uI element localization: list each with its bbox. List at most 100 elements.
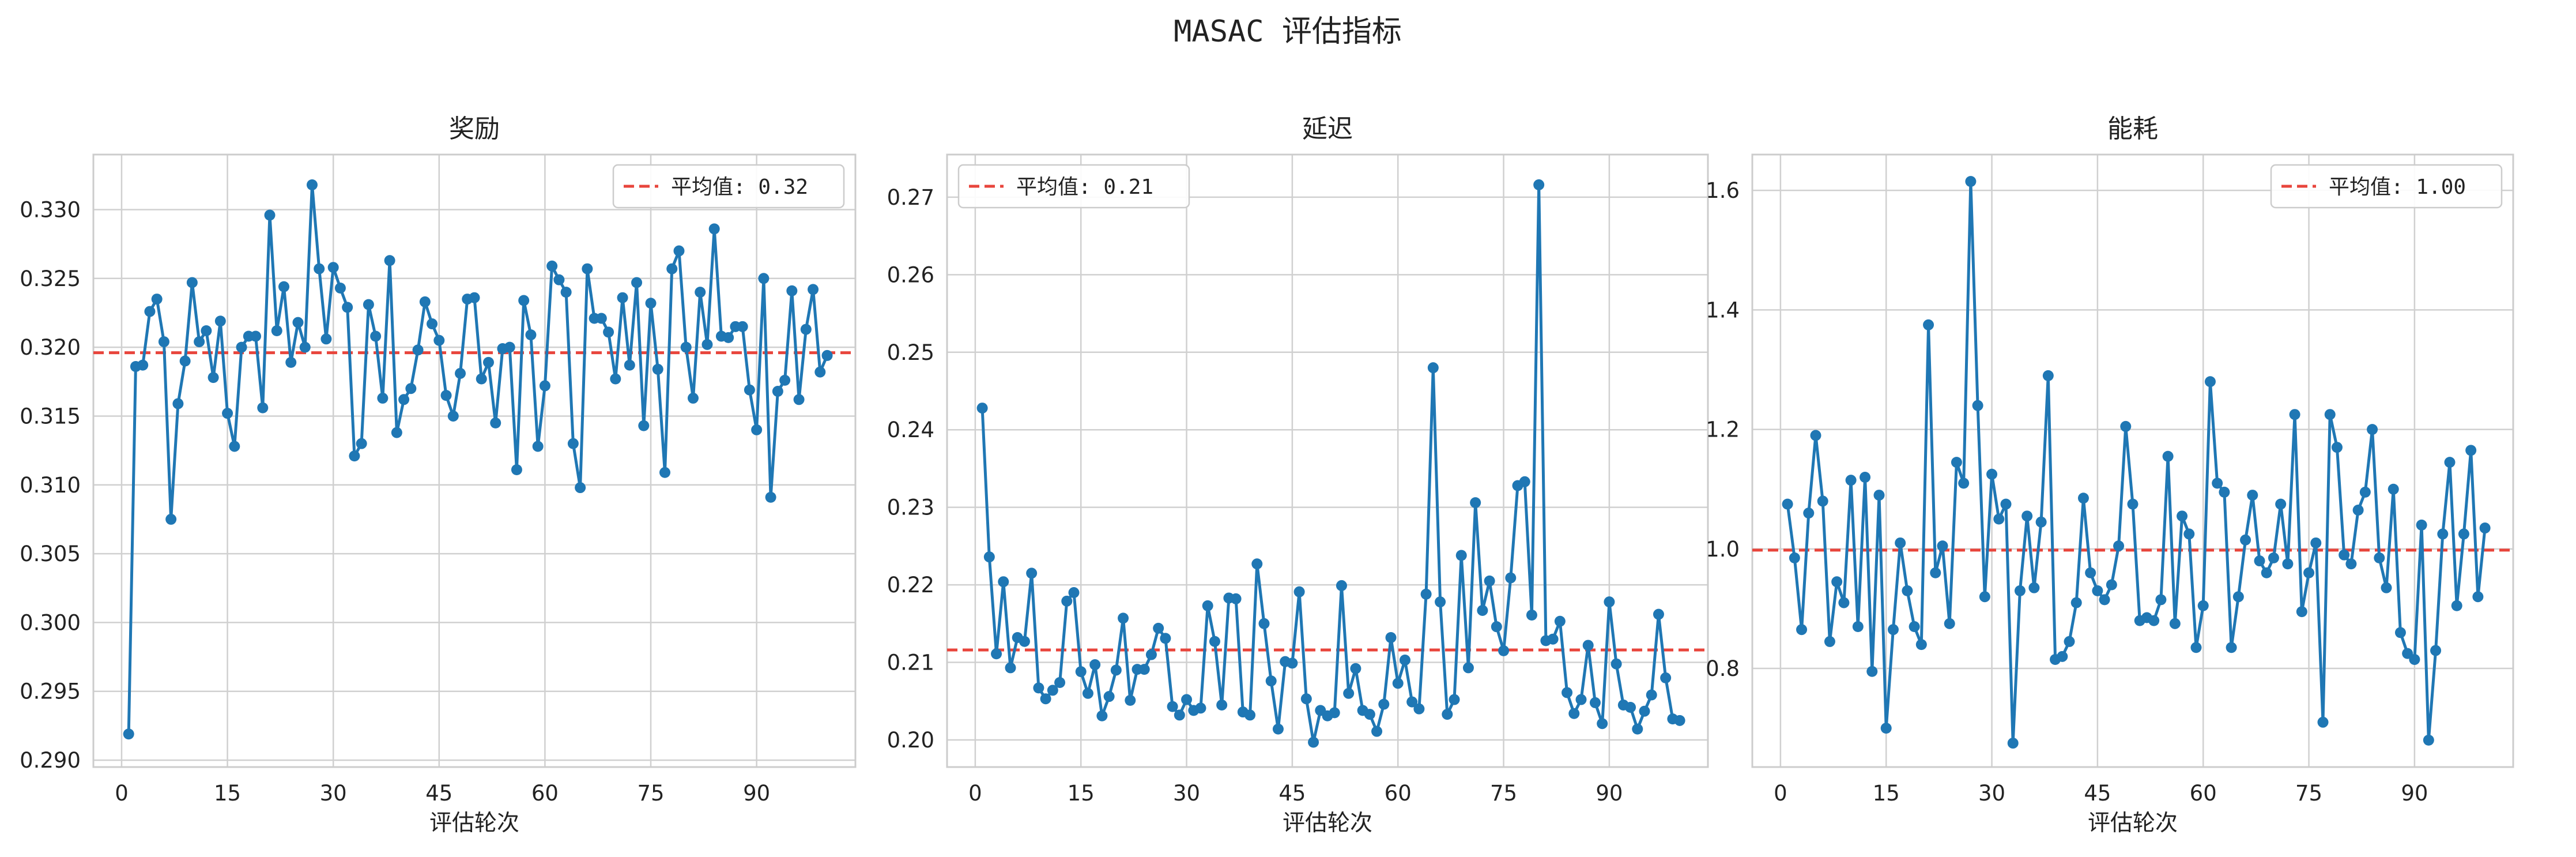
- data-point: [1272, 723, 1284, 735]
- data-point: [419, 296, 431, 307]
- data-point: [1160, 633, 1171, 644]
- data-point: [1589, 697, 1601, 708]
- x-tick-label: 90: [743, 781, 770, 806]
- data-point: [264, 209, 276, 221]
- data-point: [1230, 593, 1242, 604]
- data-point: [2282, 558, 2294, 570]
- data-point: [2268, 552, 2279, 563]
- data-point: [2261, 567, 2272, 578]
- data-point: [1639, 705, 1650, 717]
- data-point: [1449, 694, 1460, 705]
- data-point: [800, 324, 812, 335]
- data-point: [1103, 691, 1115, 702]
- data-point: [680, 341, 692, 353]
- data-point: [1526, 610, 1537, 621]
- data-point: [186, 277, 198, 288]
- data-point: [2275, 498, 2287, 510]
- data-point: [2472, 591, 2484, 603]
- x-tick-label: 45: [425, 781, 452, 806]
- chart-panel-2: 0 15 30 45 60 75 90 0.20 0.21 0.22 0.23 0.24 0.25 0.2…: [887, 114, 1709, 836]
- data-point: [624, 359, 635, 371]
- data-point: [1796, 624, 1808, 636]
- data-point: [1110, 664, 1122, 676]
- x-tick-label: 45: [2084, 781, 2111, 806]
- data-point: [482, 356, 494, 368]
- y-tick-label: 0.295: [20, 679, 81, 704]
- data-point: [151, 294, 163, 305]
- data-point: [1972, 400, 1983, 411]
- data-point: [2064, 636, 2075, 647]
- legend-box: [2270, 164, 2503, 209]
- data-point: [539, 380, 550, 392]
- data-point: [2007, 738, 2019, 749]
- data-point: [1831, 576, 1843, 588]
- data-point: [327, 262, 339, 273]
- data-point: [299, 341, 311, 353]
- x-tick-label: 75: [2295, 781, 2322, 806]
- chart-panel-1: 0 15 30 45 60 75 90 0.290 0.295 0.300 0.305 0.310 0.…: [20, 114, 857, 836]
- data-point: [398, 394, 410, 405]
- x-tick-label: 15: [1068, 781, 1095, 806]
- y-tick-label: 0.25: [887, 340, 934, 365]
- data-point: [1895, 537, 1906, 548]
- data-point: [2317, 716, 2329, 728]
- y-tick-label: 1.4: [1706, 298, 1740, 322]
- data-point: [201, 325, 212, 336]
- x-axis-label: 评估轮次: [2088, 810, 2178, 836]
- data-point: [617, 292, 628, 303]
- data-point: [1674, 715, 1685, 726]
- data-point: [1909, 621, 1920, 633]
- data-point: [1519, 476, 1530, 487]
- data-point: [1442, 709, 1453, 720]
- data-point: [821, 349, 833, 361]
- x-tick-label: 90: [1596, 781, 1623, 806]
- data-point: [983, 551, 995, 563]
- data-point: [2303, 567, 2315, 578]
- data-point: [2458, 528, 2469, 540]
- data-point: [1646, 689, 1657, 701]
- data-point: [2092, 585, 2103, 596]
- data-point: [575, 482, 586, 494]
- data-point: [1817, 495, 1828, 507]
- data-point: [440, 390, 452, 401]
- data-point: [1902, 585, 1913, 596]
- data-point: [511, 464, 522, 476]
- data-point: [1167, 701, 1178, 712]
- data-point: [405, 383, 417, 394]
- data-point: [2226, 642, 2237, 653]
- data-point: [808, 284, 819, 295]
- data-point: [363, 299, 374, 310]
- data-point: [1547, 633, 1559, 645]
- y-tick-label: 0.320: [20, 335, 81, 360]
- data-point: [2479, 523, 2491, 534]
- data-point: [645, 298, 657, 309]
- data-point: [2219, 486, 2230, 498]
- data-point: [1625, 701, 1636, 713]
- data-point: [2113, 540, 2125, 552]
- data-point: [2423, 734, 2434, 746]
- data-point: [1209, 636, 1220, 647]
- data-point: [1329, 707, 1340, 719]
- data-point: [1413, 703, 1425, 715]
- y-tick-label: 0.22: [887, 573, 934, 597]
- data-point: [1810, 430, 1821, 441]
- data-point: [214, 315, 226, 327]
- data-point: [2162, 450, 2174, 462]
- data-point: [2430, 645, 2442, 656]
- x-axis-label: 评估轮次: [429, 810, 519, 836]
- data-point: [1505, 572, 1517, 584]
- x-tick-label: 0: [1774, 781, 1787, 806]
- data-point: [1937, 540, 1948, 552]
- data-point: [1498, 645, 1510, 656]
- data-point: [532, 441, 544, 452]
- data-point: [1378, 698, 1390, 710]
- data-point: [1300, 693, 1312, 705]
- data-point: [1866, 666, 1878, 677]
- x-axis-label: 评估轮次: [1283, 810, 1372, 836]
- data-point: [469, 292, 480, 303]
- data-point: [2190, 642, 2202, 653]
- data-point: [2296, 606, 2307, 618]
- data-point: [2359, 486, 2371, 498]
